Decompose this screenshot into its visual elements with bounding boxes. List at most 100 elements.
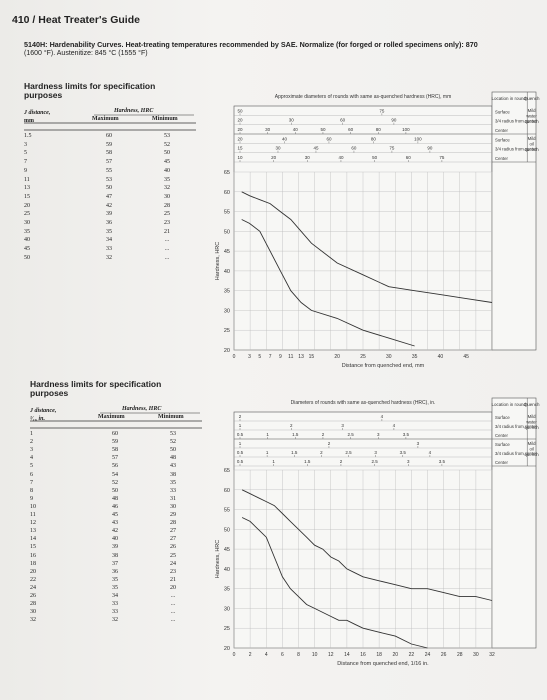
scale-label: 60 bbox=[326, 136, 332, 141]
scale-label: 40 bbox=[338, 155, 344, 160]
y-tick-label: 60 bbox=[224, 488, 230, 494]
table1-cell-min: ... bbox=[164, 246, 170, 253]
scale-label: 1.5 bbox=[291, 450, 298, 455]
scale-label: 3 bbox=[407, 459, 410, 464]
table1-cell-min: 21 bbox=[164, 228, 170, 235]
legend-quench: oil bbox=[529, 142, 533, 147]
figure-title: 5140H: Hardenability Curves. Heat-treati… bbox=[24, 40, 478, 49]
legend-location: Center bbox=[495, 433, 508, 438]
scale-label: 3 bbox=[341, 423, 344, 428]
scale-label: 30 bbox=[265, 127, 271, 132]
table2-cell-distance: 7 bbox=[30, 479, 33, 486]
y-tick-label: 20 bbox=[224, 348, 230, 354]
table2-col-unit: ¹⁄₁₆ in. bbox=[30, 416, 45, 422]
table1-cell-min: 35 bbox=[164, 176, 170, 183]
scale-label: 40 bbox=[293, 127, 299, 132]
table2-cell-max: 60 bbox=[112, 431, 118, 437]
table2-cell-max: 36 bbox=[112, 568, 118, 575]
x-tick-label: 18 bbox=[376, 652, 382, 658]
scale-label: 75 bbox=[389, 146, 395, 151]
page-header: 410 / Heat Treater's Guide bbox=[12, 14, 140, 26]
scale-label: 60 bbox=[348, 127, 354, 132]
y-tick-label: 65 bbox=[224, 170, 230, 176]
table2-cell-min: 35 bbox=[170, 479, 176, 486]
legend-quench: Mild bbox=[528, 414, 536, 419]
table2-cell-max: 35 bbox=[112, 584, 118, 591]
table1-cell-distance: 9 bbox=[24, 167, 27, 174]
table1-cell-min: 52 bbox=[164, 141, 170, 148]
table2-cell-min: 20 bbox=[170, 584, 176, 591]
scale-label: 3 bbox=[377, 432, 380, 437]
table2-cell-max: 35 bbox=[112, 576, 118, 583]
y-tick-label: 35 bbox=[224, 587, 230, 593]
table2-cell-distance: 26 bbox=[30, 593, 36, 599]
table2-col-min: Minimum bbox=[158, 414, 184, 420]
legend-quench: Mild bbox=[528, 136, 536, 141]
legend-location: 3/4 radius from center bbox=[495, 147, 537, 152]
legend-location: 3/4 radius from center bbox=[495, 424, 537, 429]
y-tick-label: 25 bbox=[224, 328, 230, 334]
scale-label: 0.5 bbox=[237, 450, 244, 455]
scale-label: 50 bbox=[237, 108, 243, 113]
scale-label: 2 bbox=[290, 423, 293, 428]
y-tick-label: 20 bbox=[224, 646, 230, 652]
legend-quench: oil bbox=[529, 447, 533, 452]
table2-cell-min: 21 bbox=[170, 576, 176, 583]
table2-cell-min: 28 bbox=[170, 520, 176, 527]
curve-minimum bbox=[241, 219, 415, 347]
table2-cell-min: 25 bbox=[170, 552, 176, 559]
x-tick-label: 30 bbox=[386, 354, 392, 360]
table1-cell-max: 39 bbox=[106, 211, 112, 218]
x-tick-label: 30 bbox=[473, 652, 479, 658]
table2-cell-max: 33 bbox=[112, 601, 118, 608]
table1-cell-distance: 3 bbox=[24, 141, 27, 148]
table1-cell-distance: 40 bbox=[24, 237, 30, 244]
scale-label: 45 bbox=[313, 146, 319, 151]
scale-label: 3 bbox=[417, 441, 420, 446]
table2-cell-min: 53 bbox=[170, 431, 176, 437]
table2-cell-min: 23 bbox=[170, 568, 176, 575]
x-tick-label: 20 bbox=[392, 652, 398, 658]
table1-cell-min: 40 bbox=[164, 167, 170, 174]
scale-label: 60 bbox=[351, 146, 357, 151]
scale-label: 60 bbox=[340, 118, 346, 123]
table2-cell-max: 33 bbox=[112, 609, 118, 616]
scale-label: 100 bbox=[402, 127, 410, 132]
scale-label: 1 bbox=[239, 441, 242, 446]
table2-col-jdistance: J distance, bbox=[30, 408, 57, 414]
table2-cell-distance: 12 bbox=[30, 520, 36, 527]
scale-label: 50 bbox=[372, 155, 378, 160]
table2-cell-distance: 3 bbox=[30, 447, 33, 454]
scale-label: 4 bbox=[429, 450, 432, 455]
x-tick-label: 22 bbox=[409, 652, 415, 658]
scale-label: 20 bbox=[237, 136, 243, 141]
table2-cell-min: 24 bbox=[170, 560, 176, 567]
legend-quench: water bbox=[526, 420, 537, 425]
table1-col-min: Minimum bbox=[152, 116, 178, 122]
table1-col-jdistance: J distance, bbox=[24, 110, 51, 116]
table2-cell-min: 52 bbox=[170, 439, 176, 446]
legend-quench: quench bbox=[525, 147, 540, 152]
table2-cell-distance: 4 bbox=[30, 455, 33, 462]
table2-cell-min: 33 bbox=[170, 487, 176, 494]
table2-cell-max: 37 bbox=[112, 560, 118, 567]
scale-label: 2 bbox=[340, 459, 343, 464]
legend-quench: quench bbox=[525, 425, 540, 430]
table2-cell-distance: 8 bbox=[30, 487, 33, 494]
table1-cell-distance: 35 bbox=[24, 228, 30, 235]
table2-cell-distance: 30 bbox=[30, 609, 36, 616]
x-tick-label: 4 bbox=[265, 652, 268, 658]
y-tick-label: 50 bbox=[224, 527, 230, 533]
scale-label: 3.5 bbox=[403, 432, 410, 437]
table2-cell-distance: 13 bbox=[30, 528, 36, 535]
x-tick-label: 9 bbox=[279, 354, 282, 360]
table1-cell-distance: 11 bbox=[24, 176, 30, 183]
legend-location: Surface bbox=[495, 442, 510, 447]
table2-cell-max: 34 bbox=[112, 593, 118, 599]
table1-cell-min: 32 bbox=[164, 185, 170, 192]
table2-cell-distance: 9 bbox=[30, 495, 33, 502]
legend-location: Center bbox=[495, 460, 508, 465]
table2-cell-max: 57 bbox=[112, 455, 118, 462]
x-tick-label: 0 bbox=[233, 652, 236, 658]
